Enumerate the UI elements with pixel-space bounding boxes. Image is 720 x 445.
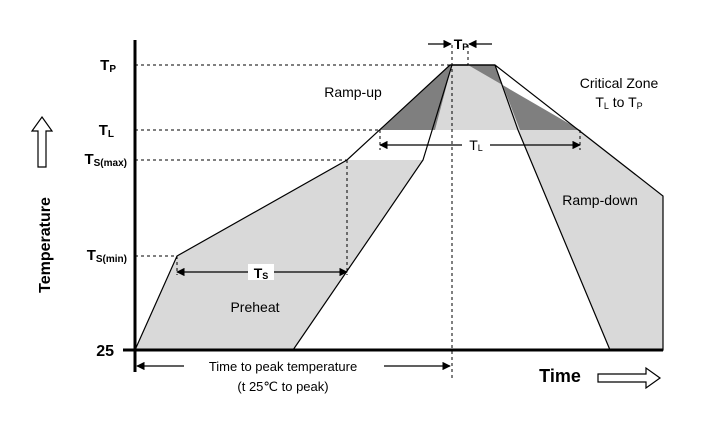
tl-interval-label: TL [469, 137, 483, 153]
temperature-up-arrow-icon [30, 115, 54, 168]
critical-zone-dark [380, 65, 580, 130]
time-to-peak-label: Time to peak temperature [209, 359, 357, 374]
ramp-up-label: Ramp-up [324, 84, 382, 100]
ramp-down-zone [518, 130, 663, 350]
tp-interval-label: TP [454, 36, 469, 52]
tick-tl: TL [99, 122, 114, 140]
critical-zone-sublabel: TL to TP [595, 94, 642, 111]
tl-label-bg [462, 137, 490, 153]
tick-tsmax: TS(max) [84, 151, 127, 169]
tick-base: 25 [96, 343, 114, 360]
tick-tp: TP [100, 57, 116, 75]
preheat-label: Preheat [230, 299, 279, 315]
ts-label-bg [248, 264, 274, 280]
ts-interval-label: TS [254, 265, 269, 281]
time-to-peak-bg [184, 357, 384, 374]
time-to-peak-sublabel: (t 25℃ to peak) [237, 379, 328, 394]
tick-tsmin: TS(min) [87, 247, 127, 265]
critical-zone-label: Critical Zone [580, 75, 659, 91]
x-axis-title: Time [539, 366, 581, 386]
profile-outer-line [134, 64, 664, 351]
time-right-arrow-icon [597, 366, 662, 390]
ramp-down-label: Ramp-down [562, 192, 637, 208]
preheat-zone [135, 160, 423, 350]
y-axis-title: Temperature [37, 197, 54, 293]
